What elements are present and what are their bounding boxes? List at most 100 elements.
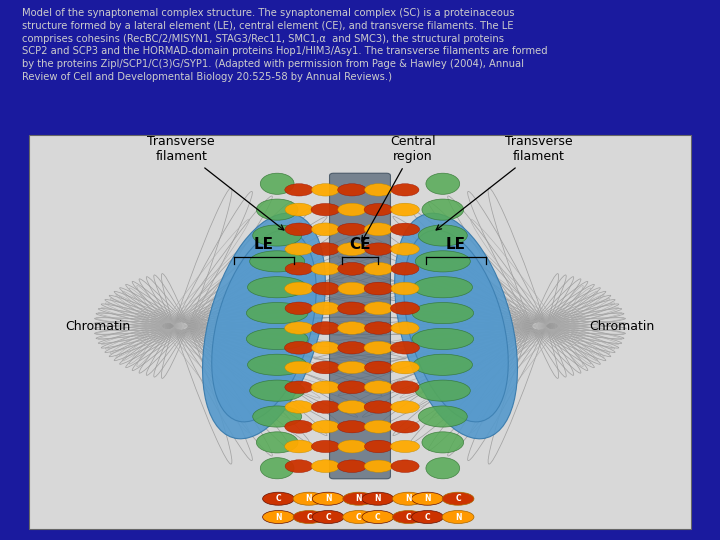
Text: N: N (306, 494, 312, 503)
Ellipse shape (412, 492, 444, 505)
Text: Transverse
filament: Transverse filament (148, 136, 284, 230)
Ellipse shape (248, 276, 307, 298)
Ellipse shape (338, 381, 366, 394)
Ellipse shape (364, 243, 392, 255)
Text: N: N (455, 512, 462, 522)
Ellipse shape (311, 381, 340, 394)
Text: C: C (455, 494, 461, 503)
Ellipse shape (418, 406, 467, 427)
Ellipse shape (413, 354, 472, 375)
Ellipse shape (311, 243, 340, 255)
Ellipse shape (364, 341, 393, 354)
Ellipse shape (364, 184, 392, 196)
Ellipse shape (285, 262, 313, 275)
Ellipse shape (390, 341, 420, 354)
Text: N: N (275, 512, 282, 522)
Ellipse shape (391, 381, 419, 394)
Ellipse shape (390, 440, 420, 453)
Ellipse shape (364, 420, 393, 433)
Text: C: C (425, 512, 431, 522)
Ellipse shape (364, 361, 392, 374)
Ellipse shape (263, 492, 294, 505)
Ellipse shape (413, 276, 472, 298)
Ellipse shape (285, 381, 313, 394)
Ellipse shape (311, 401, 340, 413)
Text: Transverse
filament: Transverse filament (436, 136, 572, 230)
Text: N: N (374, 494, 381, 503)
Ellipse shape (338, 184, 366, 196)
Text: C: C (306, 512, 312, 522)
Ellipse shape (285, 243, 313, 255)
Ellipse shape (391, 460, 419, 472)
Ellipse shape (338, 421, 366, 433)
Ellipse shape (395, 213, 518, 439)
Ellipse shape (312, 421, 340, 433)
Text: N: N (405, 494, 412, 503)
Ellipse shape (412, 328, 474, 349)
Text: C: C (375, 512, 381, 522)
Ellipse shape (311, 361, 340, 374)
Ellipse shape (253, 225, 302, 246)
Ellipse shape (364, 204, 393, 216)
Text: C: C (325, 512, 331, 522)
Ellipse shape (391, 322, 419, 334)
Ellipse shape (415, 380, 470, 401)
Ellipse shape (338, 223, 366, 235)
Ellipse shape (364, 262, 393, 275)
Ellipse shape (426, 173, 459, 194)
Ellipse shape (364, 401, 393, 413)
Ellipse shape (284, 440, 313, 453)
Ellipse shape (391, 361, 419, 374)
Ellipse shape (338, 282, 366, 295)
Ellipse shape (311, 302, 340, 315)
Ellipse shape (285, 401, 313, 413)
Ellipse shape (285, 203, 313, 216)
Ellipse shape (312, 282, 340, 295)
Text: Central
region: Central region (362, 136, 436, 241)
Text: C: C (405, 512, 411, 522)
Ellipse shape (338, 203, 366, 216)
Ellipse shape (391, 282, 419, 295)
Ellipse shape (250, 251, 305, 272)
Ellipse shape (364, 282, 393, 295)
Ellipse shape (338, 302, 366, 315)
Ellipse shape (263, 510, 294, 523)
Ellipse shape (362, 510, 394, 523)
Ellipse shape (312, 342, 340, 354)
Ellipse shape (391, 203, 419, 216)
Ellipse shape (364, 223, 393, 236)
Ellipse shape (284, 322, 313, 334)
Ellipse shape (412, 302, 474, 323)
Ellipse shape (364, 460, 393, 472)
Ellipse shape (362, 492, 394, 505)
Ellipse shape (285, 223, 313, 235)
Ellipse shape (312, 223, 340, 236)
Text: Chromatin: Chromatin (589, 320, 654, 333)
Ellipse shape (338, 342, 366, 354)
Ellipse shape (391, 184, 419, 196)
Text: N: N (424, 494, 431, 503)
Ellipse shape (293, 510, 325, 523)
Ellipse shape (246, 328, 308, 349)
Ellipse shape (390, 302, 420, 315)
Ellipse shape (311, 460, 340, 472)
Ellipse shape (248, 354, 307, 375)
Text: C: C (276, 494, 282, 503)
Ellipse shape (364, 440, 392, 453)
Ellipse shape (442, 492, 474, 505)
Ellipse shape (343, 492, 374, 505)
Ellipse shape (338, 460, 366, 472)
Ellipse shape (392, 510, 424, 523)
Ellipse shape (391, 262, 419, 275)
Ellipse shape (343, 510, 374, 523)
Ellipse shape (261, 173, 294, 194)
Ellipse shape (311, 262, 340, 275)
Ellipse shape (253, 406, 302, 427)
Ellipse shape (285, 302, 313, 315)
Ellipse shape (312, 184, 340, 196)
Ellipse shape (426, 458, 459, 479)
Ellipse shape (391, 243, 419, 255)
Ellipse shape (364, 322, 392, 334)
Ellipse shape (202, 213, 325, 439)
Ellipse shape (284, 341, 314, 354)
